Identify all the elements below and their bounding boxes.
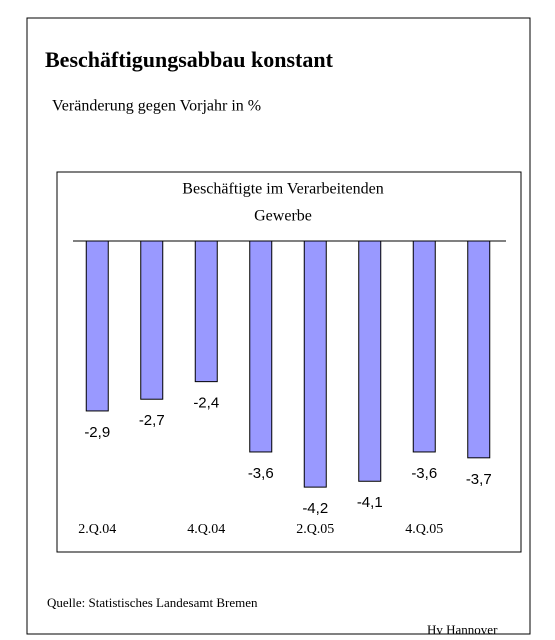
data-label: -4,1 [357, 494, 383, 511]
chart-subtitle: Veränderung gegen Vorjahr in % [52, 98, 261, 115]
data-label: -4,2 [302, 500, 328, 517]
bar [85, 240, 109, 412]
data-label: -3,6 [248, 465, 274, 482]
x-tick-label: 4.Q.04 [187, 522, 225, 537]
bar [412, 240, 436, 453]
plot-frame [56, 171, 522, 553]
chart-title: Beschäftigungsabbau konstant [45, 47, 334, 72]
data-label: -2,4 [193, 395, 219, 412]
bar [249, 240, 273, 453]
data-label: -3,7 [466, 471, 492, 488]
bar [140, 240, 164, 400]
plot-title: Beschäftigte im Verarbeitenden [182, 181, 383, 198]
credit-note: Hv Hannover [427, 622, 498, 637]
x-tick-label: 2.Q.04 [78, 522, 116, 537]
data-label: -2,9 [84, 424, 110, 441]
outer-frame [26, 17, 531, 635]
x-tick-label: 4.Q.05 [405, 522, 443, 537]
source-note: Quelle: Statistisches Landesamt Bremen [47, 595, 258, 610]
bar [467, 240, 491, 459]
data-label: -3,6 [411, 465, 437, 482]
bar [303, 240, 327, 488]
bar [194, 240, 218, 383]
x-tick-label: 2.Q.05 [296, 522, 334, 537]
plot-title: Gewerbe [254, 208, 312, 225]
data-label: -2,7 [139, 412, 165, 429]
bar [358, 240, 382, 482]
